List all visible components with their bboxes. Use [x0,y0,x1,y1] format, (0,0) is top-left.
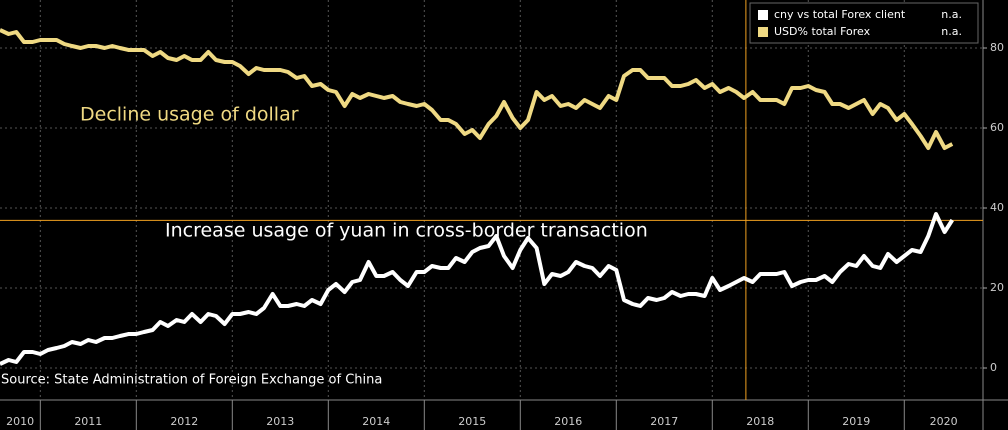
x-tick-label: 2017 [650,415,678,428]
legend-value: n.a. [941,8,962,21]
y-tick-label: 60 [990,121,1004,134]
legend-swatch [758,27,768,37]
annotation: Decline usage of dollar [80,104,299,126]
x-tick-label: 2019 [842,415,870,428]
x-tick-label: 2018 [746,415,774,428]
source-note: Source: State Administration of Foreign … [1,373,382,388]
y-tick-label: 40 [990,201,1004,214]
y-tick-label: 0 [990,361,997,374]
x-tick-label: 2015 [458,415,486,428]
legend-box [749,2,979,44]
legend-label: cny vs total Forex client [774,8,906,21]
x-tick-label: 2016 [554,415,582,428]
series-line [0,212,954,366]
x-tick-label: 2010 [6,415,34,428]
x-tick-label: 2011 [74,415,102,428]
x-tick-label: 2020 [930,415,958,428]
legend-swatch [758,10,768,20]
x-tick-label: 2014 [362,415,390,428]
legend-label: USD% total Forex [774,25,871,38]
y-tick-label: 80 [990,41,1004,54]
x-tick-label: 2012 [170,415,198,428]
legend-value: n.a. [941,25,962,38]
x-tick-label: 2013 [266,415,294,428]
series-line [0,28,954,150]
y-tick-label: 20 [990,281,1004,294]
annotation: Increase usage of yuan in cross-border t… [165,220,648,242]
